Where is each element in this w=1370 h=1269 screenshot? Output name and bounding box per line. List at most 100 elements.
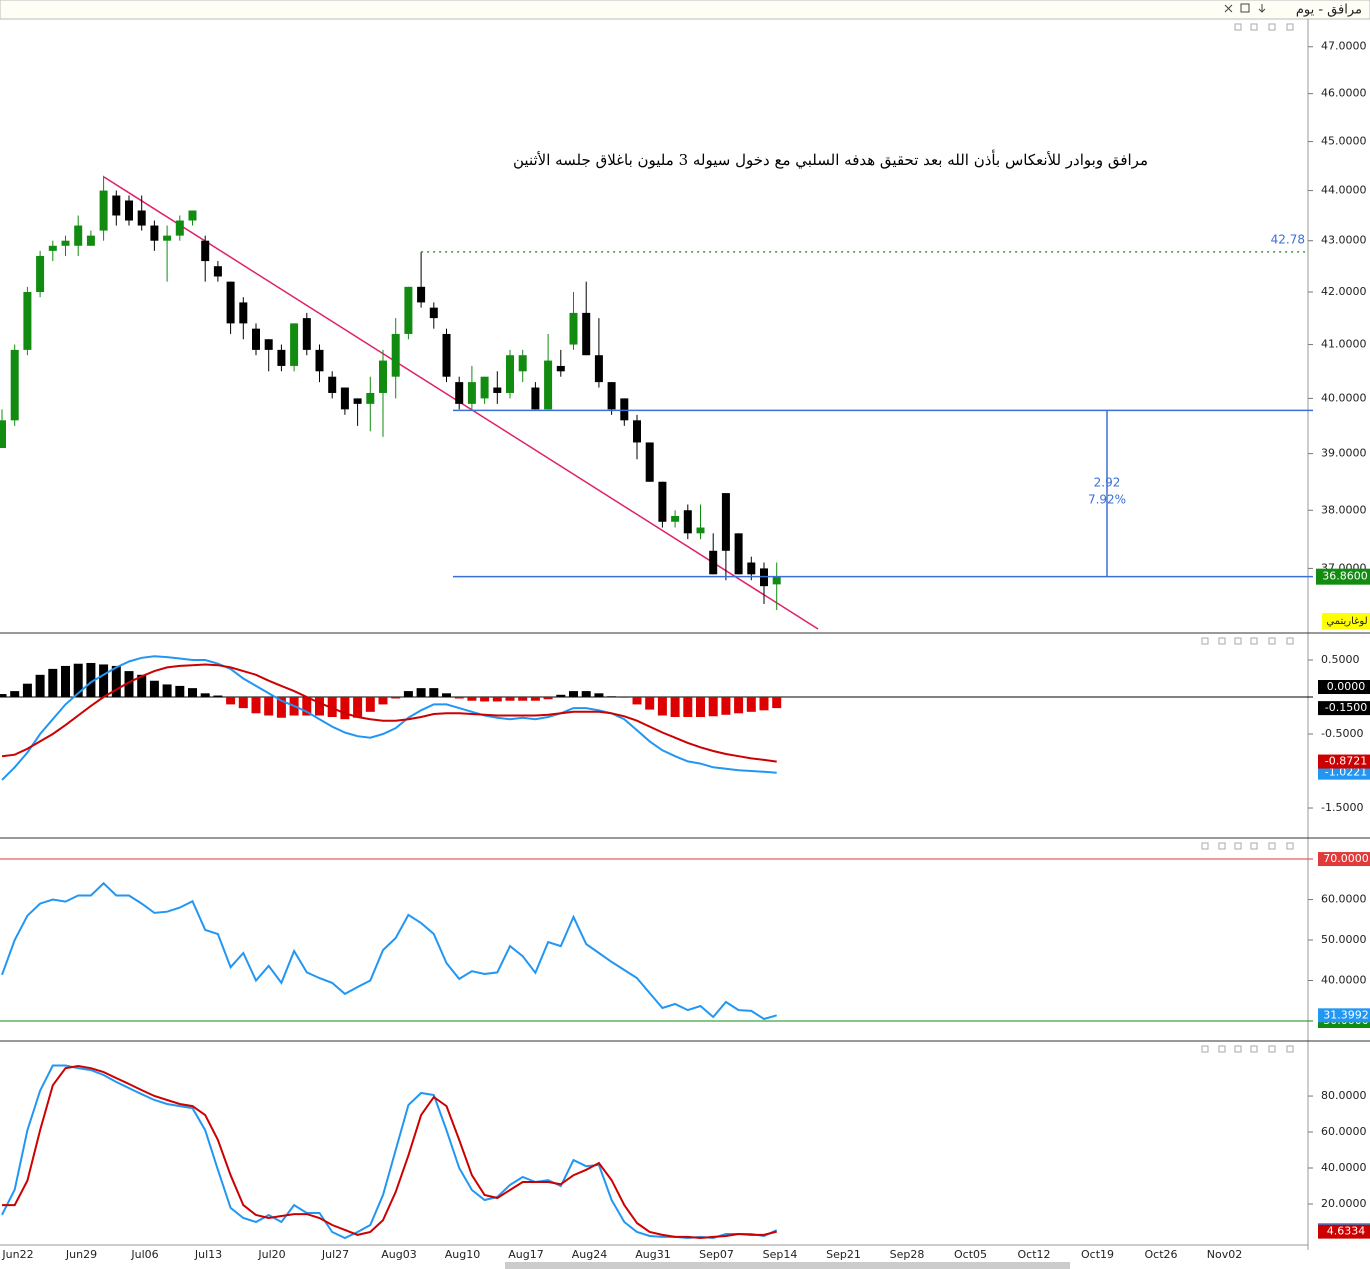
histogram-bar — [251, 697, 261, 714]
indicator-line — [1, 881, 777, 1021]
candle-body — [36, 255, 45, 293]
histogram-bar — [632, 697, 642, 705]
y-tick-label: 47.0000 — [1321, 40, 1367, 53]
close-button[interactable] — [1224, 4, 1233, 13]
histogram-bar — [61, 665, 70, 698]
panel-icon[interactable] — [1250, 637, 1258, 645]
x-tick-label: Oct26 — [1144, 1248, 1177, 1261]
histogram-bar — [48, 668, 58, 698]
candle-body — [315, 349, 324, 372]
value-tag-bg — [1318, 1224, 1370, 1239]
histogram-bar — [213, 695, 223, 698]
scrollbar[interactable] — [505, 1262, 1070, 1269]
y-tick-label: -0.5000 — [1321, 727, 1363, 740]
x-tick-label: Sep21 — [826, 1248, 861, 1261]
candle-body — [137, 210, 146, 226]
panel-icon[interactable] — [1286, 842, 1294, 850]
panel-icon[interactable] — [1218, 1045, 1226, 1053]
histogram-bar — [442, 693, 451, 698]
histogram-bar — [734, 697, 744, 714]
log-scale-label: لوغاريتمي — [1326, 616, 1367, 627]
panel-icon[interactable] — [1268, 637, 1276, 645]
histogram-bar — [454, 697, 464, 699]
histogram-bar — [429, 688, 439, 698]
histogram-bar — [480, 697, 490, 702]
candle-body — [213, 266, 222, 277]
panel-icon[interactable] — [1201, 637, 1209, 645]
x-tick-label: Jun29 — [65, 1248, 97, 1261]
candle-body — [455, 382, 464, 404]
histogram-bar — [594, 693, 604, 698]
value-tag-bg — [1318, 701, 1370, 716]
y-tick-label: -1.5000 — [1321, 801, 1363, 814]
histogram-bar — [0, 694, 7, 698]
candle-body — [607, 382, 616, 410]
candle-body — [467, 382, 476, 404]
y-tick-label: 60.0000 — [1321, 893, 1367, 906]
histogram-bar — [530, 697, 540, 701]
panel-icon[interactable] — [1286, 637, 1294, 645]
panel-icon[interactable] — [1201, 842, 1209, 850]
histogram-bar — [518, 697, 528, 701]
candle-body — [74, 225, 83, 246]
annotation: مرافق وبوادر للأنعكاس بأذن الله بعد تحقي… — [513, 150, 1148, 169]
y-tick-label: 38.0000 — [1321, 503, 1367, 516]
value-tag: 4.6334 — [1327, 1225, 1366, 1238]
candle-body — [645, 442, 654, 482]
candle-body — [112, 195, 121, 216]
value-tag-bg — [1318, 754, 1370, 769]
histogram-bar — [721, 697, 731, 715]
y-tick-label: 41.0000 — [1321, 338, 1367, 351]
histogram-bar — [22, 683, 32, 698]
y-tick-label: 44.0000 — [1321, 184, 1367, 197]
candle-body — [0, 420, 6, 449]
histogram-bar — [645, 697, 655, 710]
y-tick-label: 43.0000 — [1321, 234, 1367, 247]
panel-icon[interactable] — [1268, 842, 1276, 850]
panel-icon[interactable] — [1250, 842, 1258, 850]
candle-body — [23, 292, 32, 350]
candle-body — [480, 376, 489, 399]
histogram-bar — [772, 697, 782, 709]
candle-body — [290, 323, 299, 366]
candle-body — [620, 398, 629, 421]
histogram-bar — [99, 664, 109, 698]
x-tick-label: Aug10 — [445, 1248, 480, 1261]
panel-icon[interactable] — [1286, 1045, 1294, 1053]
histogram-bar — [302, 697, 312, 716]
panel-icon[interactable] — [1234, 842, 1242, 850]
candle-body — [747, 562, 756, 575]
candle-body — [772, 576, 781, 585]
candle-body — [696, 527, 705, 534]
indicator-line — [2, 1064, 777, 1240]
candle-body — [328, 376, 337, 393]
histogram-bar — [111, 665, 121, 698]
last-price-bg — [1316, 568, 1370, 585]
candle-body — [721, 493, 730, 551]
panel-icon[interactable] — [1218, 842, 1226, 850]
panel-icon[interactable] — [1201, 1045, 1209, 1053]
y-tick-label: 45.0000 — [1321, 135, 1367, 148]
candle-body — [683, 510, 692, 534]
histogram-bar — [543, 697, 553, 700]
window-controls[interactable] — [1224, 3, 1266, 13]
y-tick-label: 20.0000 — [1321, 1197, 1367, 1210]
histogram-bar — [581, 691, 591, 698]
y-tick-label: 80.0000 — [1321, 1089, 1367, 1102]
histogram-bar — [378, 697, 388, 705]
candle-body — [302, 318, 311, 350]
panel-icon[interactable] — [1234, 1045, 1242, 1053]
panel-icon[interactable] — [1234, 637, 1242, 645]
histogram-bar — [365, 697, 375, 712]
histogram-bar — [619, 697, 629, 698]
maximize-button[interactable] — [1240, 3, 1250, 13]
minimize-button[interactable] — [1258, 4, 1266, 13]
y-tick-label: 40.0000 — [1321, 1161, 1367, 1174]
value-tag: 0.0000 — [1327, 680, 1366, 693]
candle-body — [48, 245, 57, 251]
value-tag: -0.8721 — [1325, 755, 1367, 768]
x-tick-label: Jun22 — [1, 1248, 33, 1261]
panel-icon[interactable] — [1218, 637, 1226, 645]
panel-icon[interactable] — [1250, 1045, 1258, 1053]
panel-icon[interactable] — [1268, 1045, 1276, 1053]
